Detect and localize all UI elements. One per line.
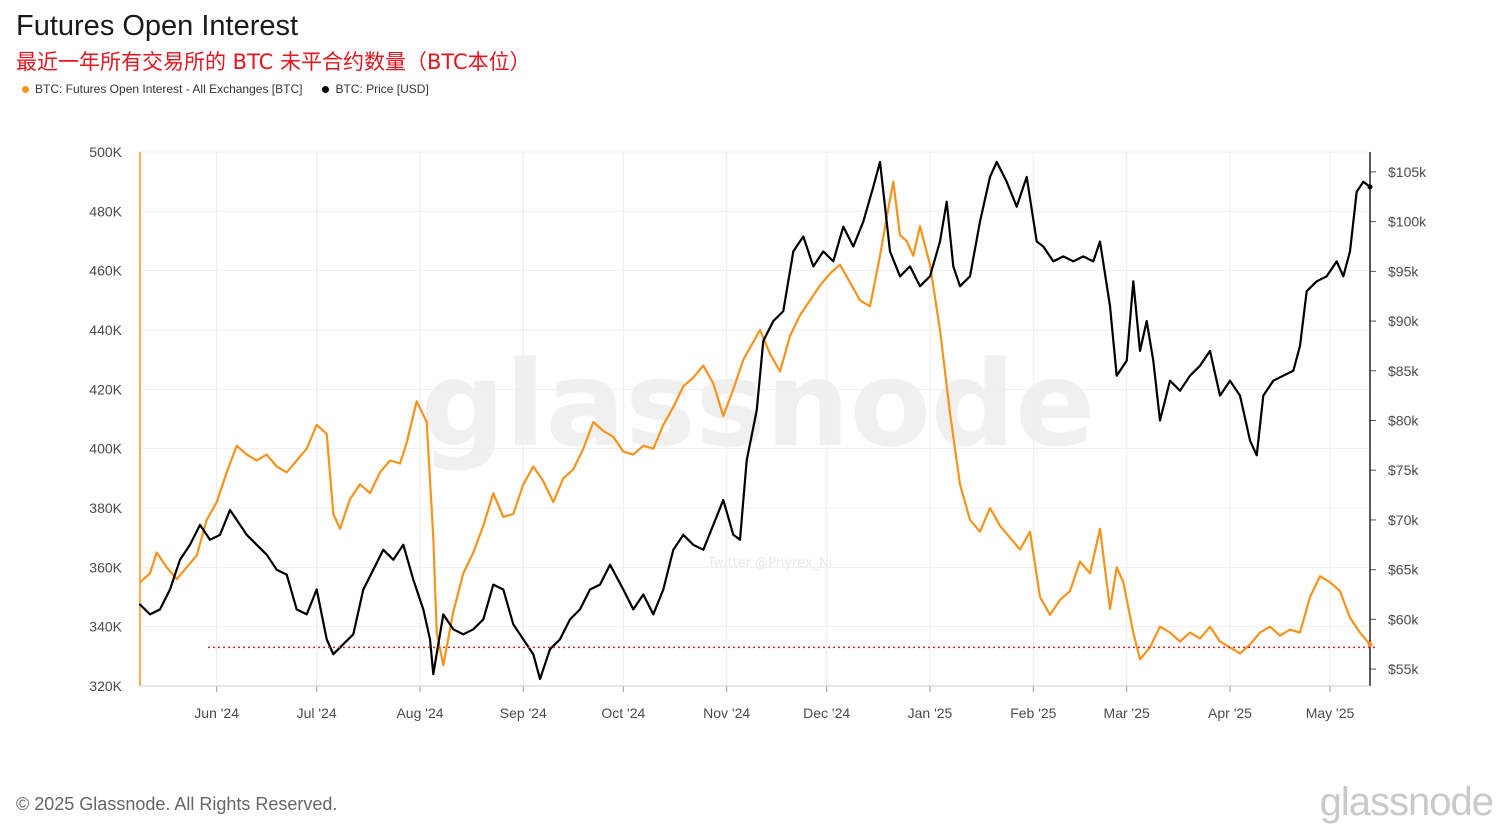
y-left-tick-label: 460K <box>89 263 122 279</box>
last-point-price <box>1367 184 1373 190</box>
legend-price-marker <box>322 85 330 93</box>
y-left-tick-label: 380K <box>89 500 122 516</box>
legend-item-price[interactable]: BTC: Price [USD] <box>322 82 429 96</box>
chart-subtitle: 最近一年所有交易所的 BTC 未平合约数量（BTC本位） <box>16 50 531 74</box>
x-tick-label: Apr '25 <box>1208 705 1252 721</box>
y-right-tick-label: $105k <box>1388 164 1427 180</box>
y-right-tick-label: $100k <box>1388 214 1427 230</box>
x-tick-label: Aug '24 <box>396 705 443 721</box>
x-tick-label: Dec '24 <box>803 705 850 721</box>
legend-oi-label: BTC: Futures Open Interest - All Exchang… <box>35 82 303 96</box>
y-right-tick-label: $75k <box>1388 462 1419 478</box>
y-left-tick-label: 340K <box>89 619 122 635</box>
legend-price-label: BTC: Price [USD] <box>335 82 429 96</box>
brand-logo: glassnode <box>1319 780 1494 824</box>
chart-canvas: glassnode Twitter @Phyrex_Ni 320K340K360… <box>89 144 1427 721</box>
x-tick-label: Sep '24 <box>500 705 547 721</box>
y-right-tick-label: $55k <box>1388 661 1419 677</box>
y-left-tick-label: 400K <box>89 441 122 457</box>
y-left-tick-label: 420K <box>89 381 122 397</box>
chart-title: Futures Open Interest <box>16 10 299 42</box>
y-right-tick-label: $90k <box>1388 313 1419 329</box>
x-tick-label: Feb '25 <box>1010 705 1056 721</box>
y-right-tick-label: $80k <box>1388 412 1419 428</box>
last-point-open-interest <box>1367 641 1373 647</box>
x-tick-label: Mar '25 <box>1104 705 1150 721</box>
y-left-tick-label: 500K <box>89 144 122 160</box>
series-line-open-interest <box>138 180 1372 667</box>
y-left-tick-label: 440K <box>89 322 122 338</box>
y-left-tick-label: 480K <box>89 203 122 219</box>
y-left-tick-label: 320K <box>89 678 122 694</box>
copyright: © 2025 Glassnode. All Rights Reserved. <box>16 794 338 814</box>
axes: 320K 340K 360K 380K 400K 420K 440K 460K 480K 500K… <box>89 144 1427 721</box>
x-tick-label: Nov '24 <box>703 705 750 721</box>
y-right-tick-label: $95k <box>1388 263 1419 279</box>
y-right-tick-label: $70k <box>1388 512 1419 528</box>
legend-oi-marker <box>22 85 29 93</box>
x-tick-label: Jul '24 <box>297 705 337 721</box>
x-tick-label: Oct '24 <box>601 705 645 721</box>
y-left-tick-label: 360K <box>89 559 122 575</box>
y-right-tick-label: $85k <box>1388 363 1419 379</box>
credit-text: Twitter @Phyrex_Ni <box>707 556 833 571</box>
legend-item-oi[interactable]: BTC: Futures Open Interest - All Exchang… <box>22 82 302 96</box>
x-tick-label: Jun '24 <box>194 705 239 721</box>
x-tick-label: Jan '25 <box>908 705 953 721</box>
y-right-tick-label: $60k <box>1388 611 1419 627</box>
series-line-price <box>138 160 1372 681</box>
legend: BTC: Futures Open Interest - All Exchang… <box>22 82 429 96</box>
series-layer <box>138 160 1376 681</box>
y-right-tick-label: $65k <box>1388 562 1419 578</box>
x-tick-label: May '25 <box>1306 705 1355 721</box>
